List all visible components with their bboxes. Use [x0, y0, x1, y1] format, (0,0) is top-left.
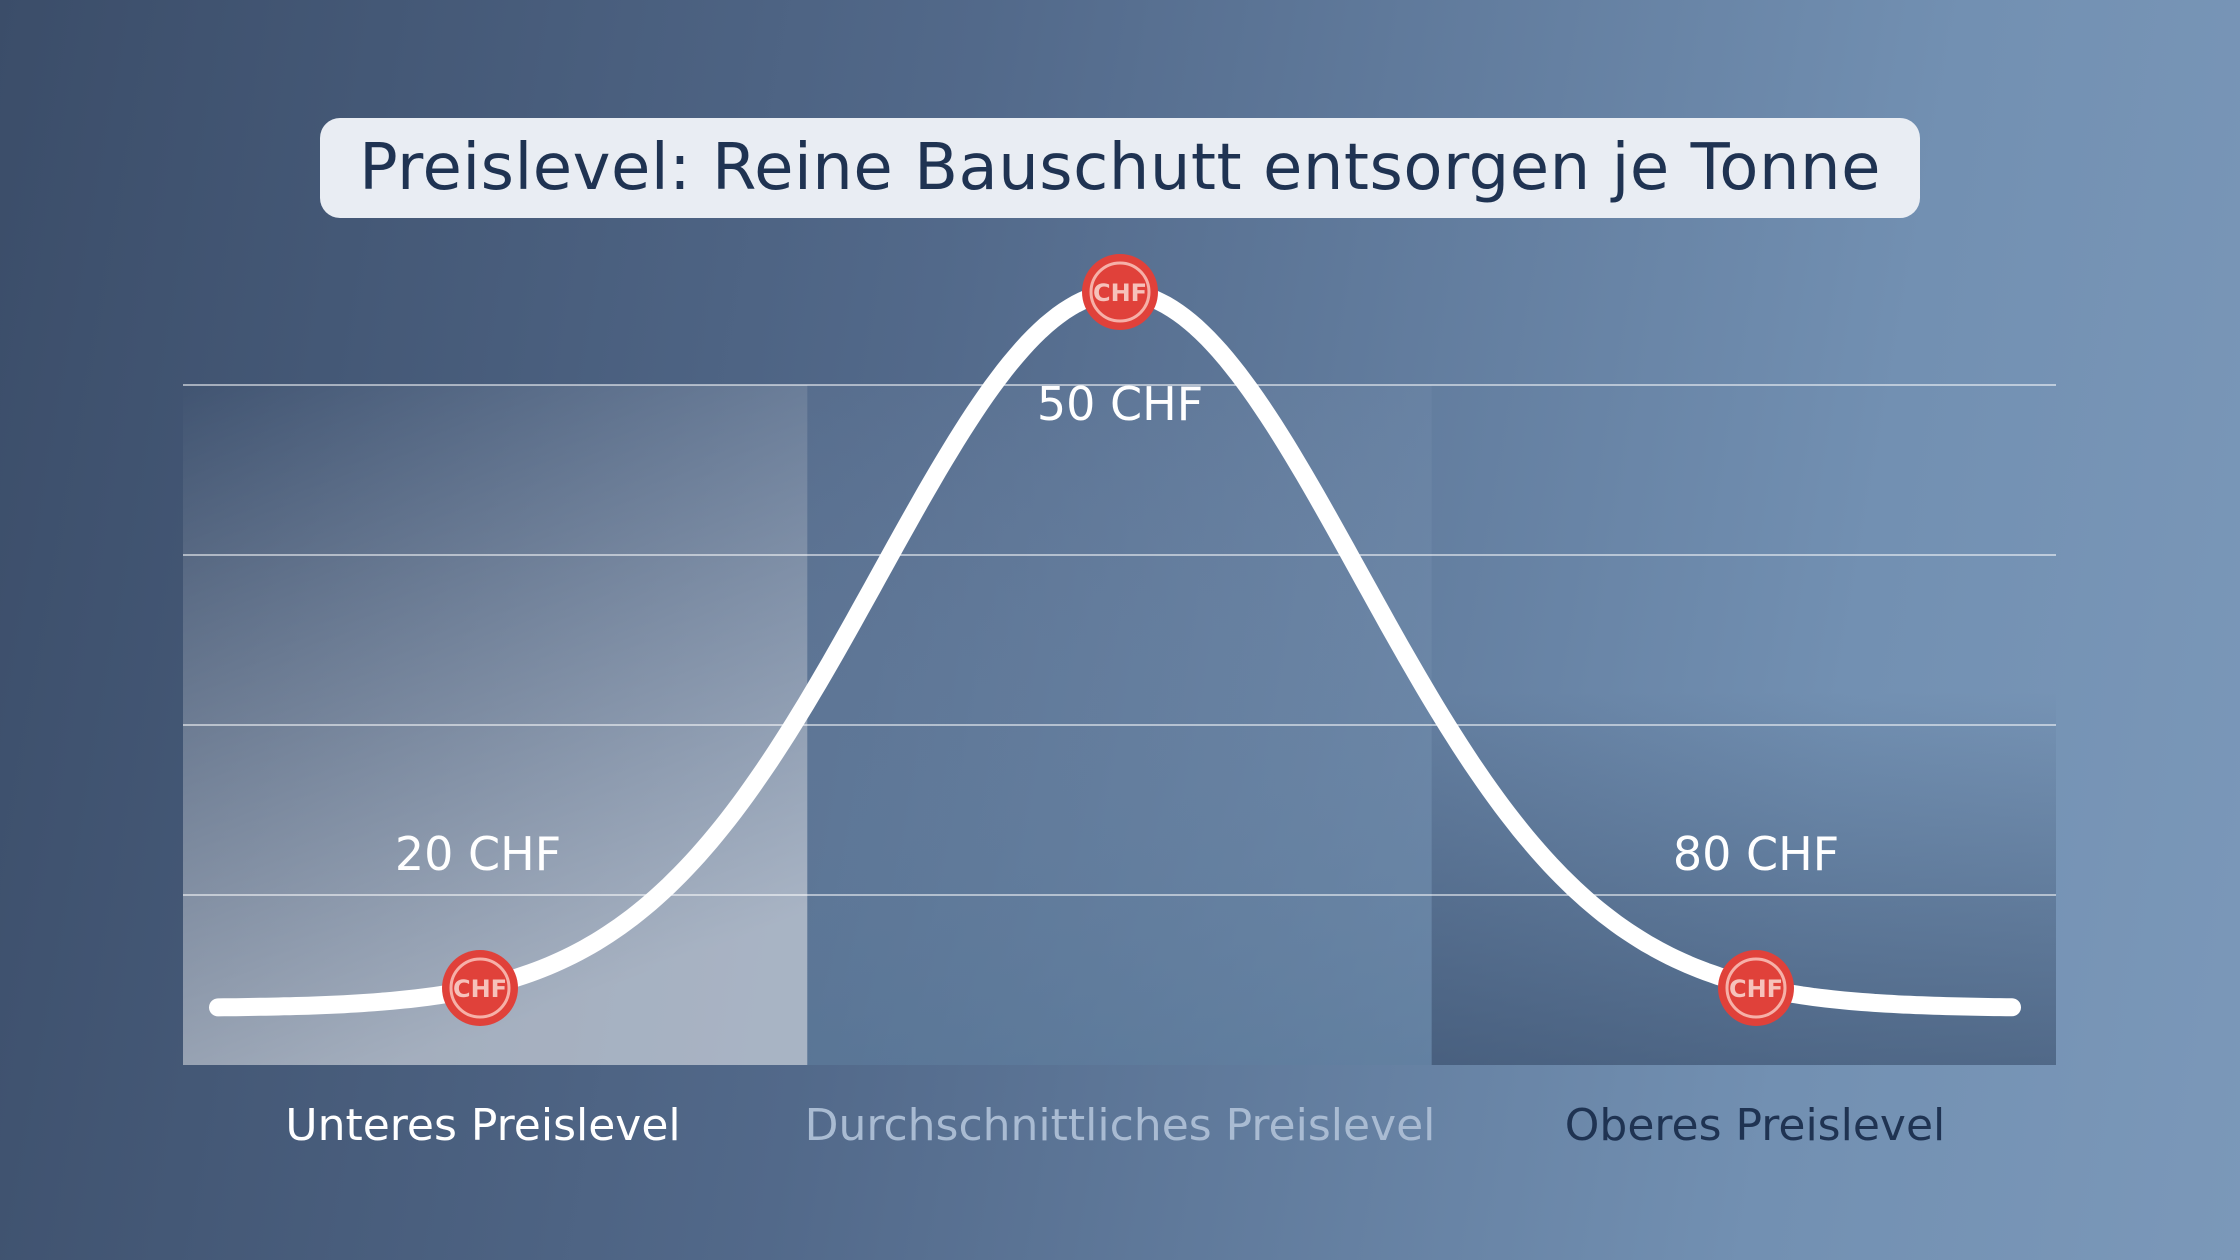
category-label-high: Oberes Preislevel — [1564, 1100, 1946, 1151]
svg-text:CHF: CHF — [1093, 279, 1147, 307]
svg-text:CHF: CHF — [453, 975, 507, 1003]
chf-coin-icon-average: CHF — [1082, 254, 1158, 330]
value-label-average: 50 CHF — [1037, 377, 1203, 431]
chart-title-box: Preislevel: Reine Bauschutt entsorgen je… — [320, 118, 1920, 218]
value-label-high: 80 CHF — [1673, 827, 1839, 881]
chf-coin-icon-low: CHF — [442, 950, 518, 1026]
chf-coin-icon-high: CHF — [1718, 950, 1794, 1026]
chart-title: Preislevel: Reine Bauschutt entsorgen je… — [359, 131, 1881, 205]
category-label-average: Durchschnittliches Preislevel — [804, 1100, 1436, 1151]
svg-text:CHF: CHF — [1729, 975, 1783, 1003]
value-label-low: 20 CHF — [395, 827, 561, 881]
category-label-low: Unteres Preislevel — [285, 1100, 681, 1151]
